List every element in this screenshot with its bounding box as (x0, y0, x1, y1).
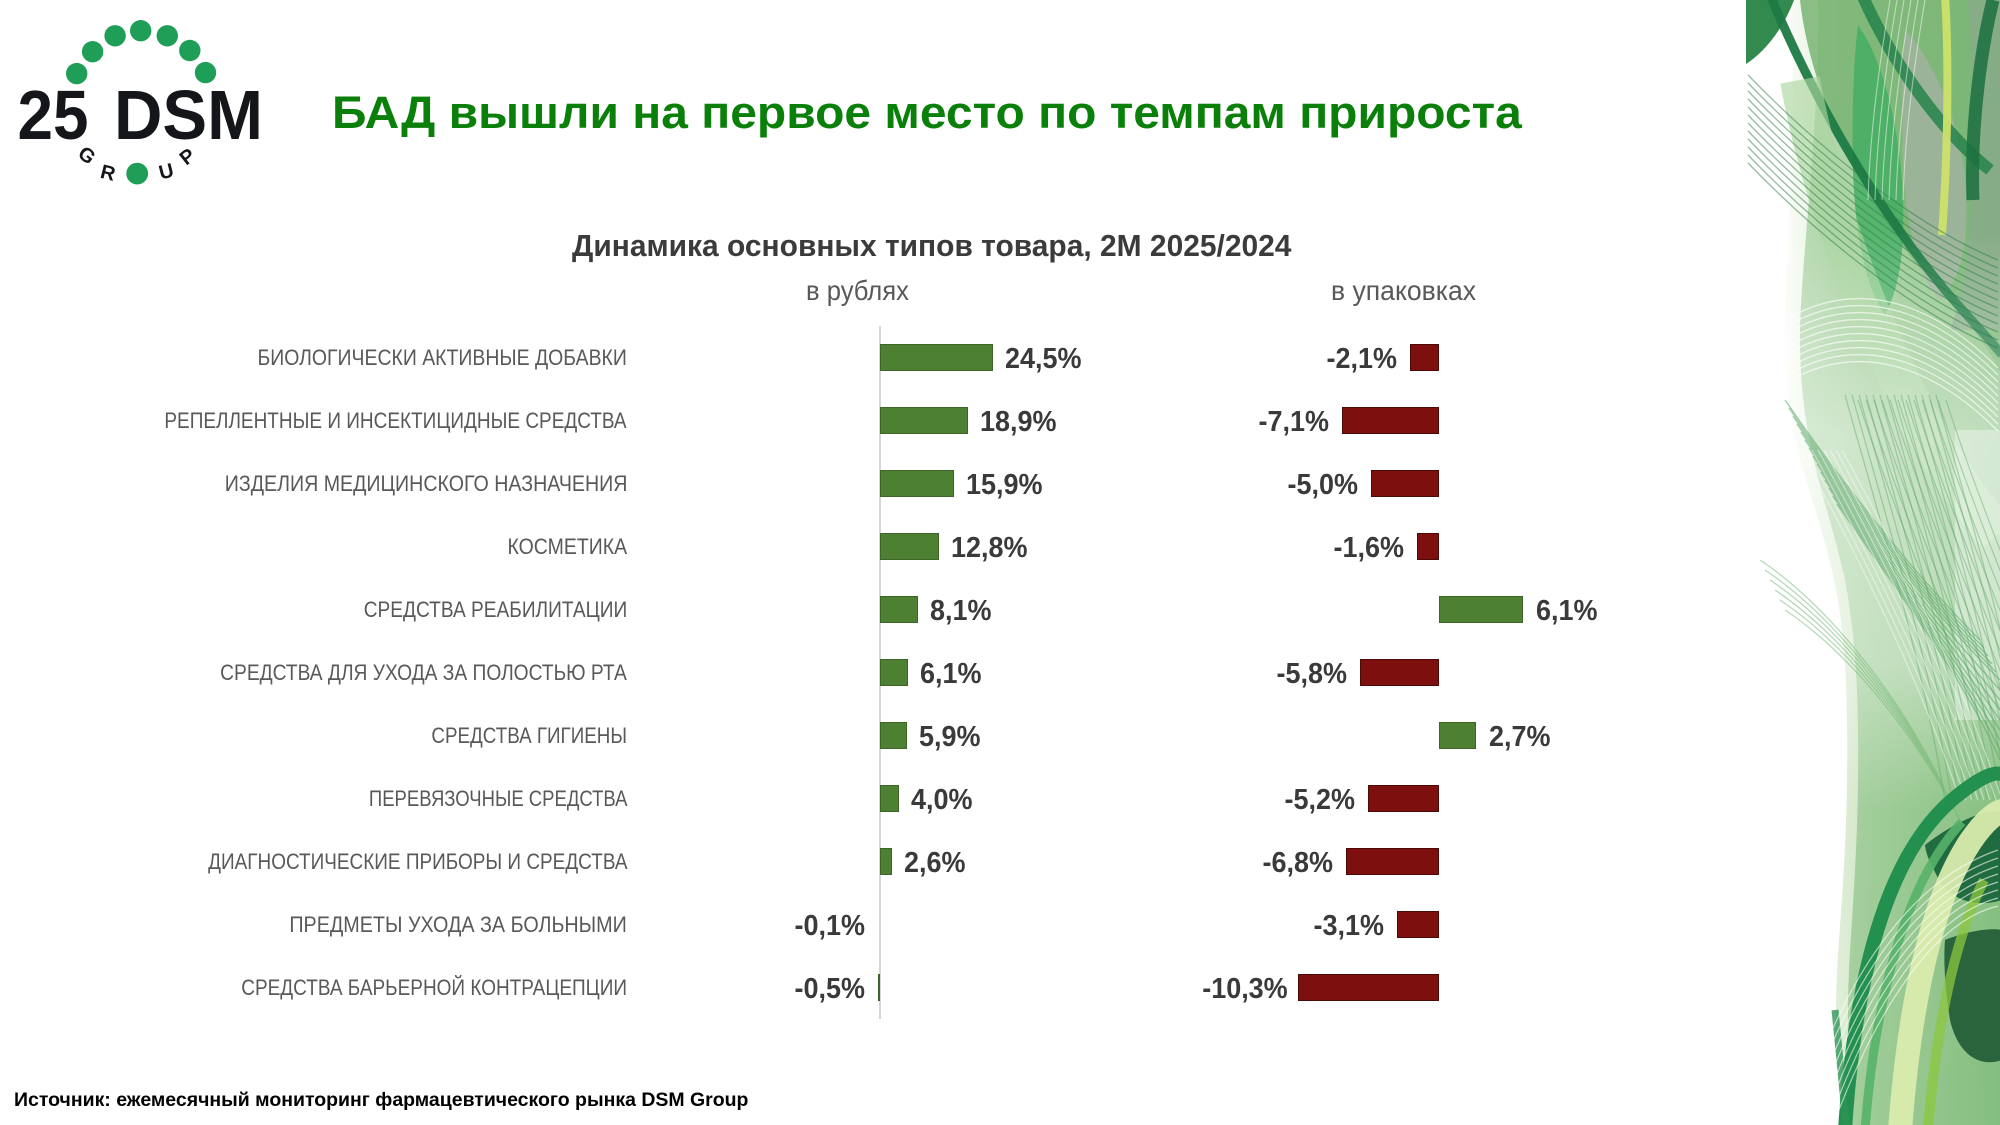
svg-text:25: 25 (18, 76, 89, 154)
svg-text:R: R (98, 161, 118, 186)
svg-text:DSM: DSM (114, 76, 263, 154)
svg-text:U: U (157, 160, 176, 185)
